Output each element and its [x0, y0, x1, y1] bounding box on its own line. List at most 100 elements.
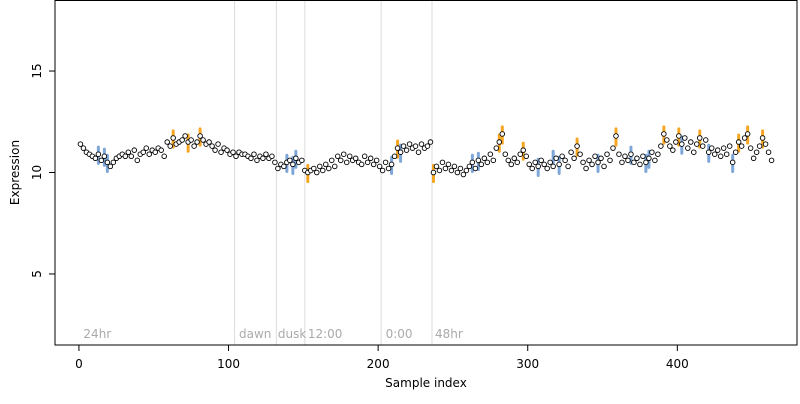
data-point-196 [664, 137, 670, 143]
data-point-18 [131, 147, 138, 153]
data-point-49 [224, 147, 230, 153]
data-point-35 [182, 133, 188, 139]
data-point-23 [146, 151, 152, 157]
data-point-45 [212, 147, 218, 153]
data-point-188 [640, 153, 646, 160]
data-point-168 [580, 159, 586, 166]
data-point-149 [523, 153, 529, 160]
data-point-51 [230, 149, 236, 155]
data-point-167 [577, 151, 583, 157]
data-point-191 [649, 149, 655, 155]
data-point-221 [738, 143, 745, 149]
data-point-207 [697, 135, 703, 141]
data-point-136 [484, 159, 491, 166]
data-point-30 [167, 143, 173, 149]
data-point-82 [323, 161, 329, 168]
data-point-123 [445, 161, 452, 168]
x-tick-label-1: 100 [217, 357, 240, 371]
data-point-141 [499, 131, 506, 137]
data-point-169 [583, 165, 589, 172]
data-point-25 [152, 149, 158, 155]
data-point-231 [768, 157, 775, 164]
data-point-224 [747, 145, 754, 151]
data-point-194 [658, 143, 664, 149]
data-point-171 [589, 161, 595, 168]
data-point-110 [406, 141, 413, 147]
data-point-195 [661, 131, 667, 137]
data-point-19 [134, 157, 141, 164]
data-point-104 [388, 161, 395, 168]
data-point-119 [433, 163, 440, 170]
data-point-39 [194, 139, 200, 145]
data-point-128 [460, 171, 467, 178]
data-point-161 [559, 153, 565, 160]
x-tick-label-0: 0 [75, 357, 83, 371]
data-point-229 [762, 141, 769, 147]
data-point-109 [403, 147, 410, 153]
data-point-65 [272, 159, 278, 166]
data-point-178 [610, 145, 616, 151]
data-point-108 [400, 143, 407, 149]
data-point-0 [77, 141, 84, 147]
data-point-183 [625, 157, 631, 164]
data-point-217 [726, 143, 733, 149]
data-point-172 [592, 153, 598, 160]
data-point-70 [287, 157, 293, 164]
data-point-209 [702, 137, 709, 143]
data-point-64 [269, 153, 275, 160]
data-point-165 [571, 155, 577, 162]
data-point-222 [741, 135, 748, 141]
x-tick-label-4: 400 [666, 357, 689, 371]
data-point-158 [550, 163, 556, 170]
data-point-223 [744, 131, 751, 137]
data-point-72 [293, 155, 299, 162]
data-point-81 [320, 167, 326, 174]
data-point-140 [496, 139, 503, 145]
data-point-225 [750, 155, 757, 162]
data-point-205 [691, 149, 697, 155]
data-point-28 [161, 153, 167, 160]
data-point-193 [655, 151, 661, 157]
data-point-11 [110, 159, 117, 166]
data-point-174 [598, 155, 604, 162]
data-point-101 [379, 167, 386, 174]
region-label-5: 48hr [435, 327, 463, 341]
plot-frame [54, 0, 798, 346]
data-point-230 [765, 149, 772, 155]
data-point-44 [209, 143, 215, 149]
data-point-117 [427, 139, 434, 145]
data-point-137 [487, 151, 494, 157]
data-point-151 [529, 165, 535, 172]
data-point-163 [565, 163, 571, 170]
region-labels: 24hr dawn dusk 12:00 0:00 48hr [83, 327, 462, 341]
x-tick-label-2: 200 [367, 357, 390, 371]
data-point-100 [376, 163, 383, 170]
data-point-31 [170, 135, 176, 141]
data-point-58 [251, 151, 257, 157]
data-point-192 [652, 157, 658, 164]
data-point-52 [233, 153, 239, 160]
data-point-105 [391, 153, 398, 160]
data-point-5 [92, 155, 99, 162]
data-point-148 [520, 147, 526, 153]
x-axis-label: Sample index [385, 376, 467, 390]
data-point-97 [367, 155, 374, 162]
data-point-47 [218, 149, 224, 155]
data-point-211 [708, 145, 715, 151]
data-point-99 [373, 157, 380, 164]
region-label-1: dawn [239, 327, 271, 341]
data-point-142 [502, 151, 509, 157]
data-point-88 [340, 151, 347, 157]
y-axis: 5 10 15 [30, 63, 56, 278]
data-point-184 [628, 151, 634, 157]
data-point-215 [720, 145, 727, 151]
data-point-27 [158, 147, 164, 153]
data-point-186 [634, 155, 640, 162]
data-point-185 [631, 159, 637, 166]
data-point-145 [511, 155, 518, 162]
data-point-1 [80, 145, 87, 151]
data-point-8 [101, 153, 108, 160]
data-point-153 [535, 163, 541, 170]
data-point-155 [541, 161, 547, 168]
